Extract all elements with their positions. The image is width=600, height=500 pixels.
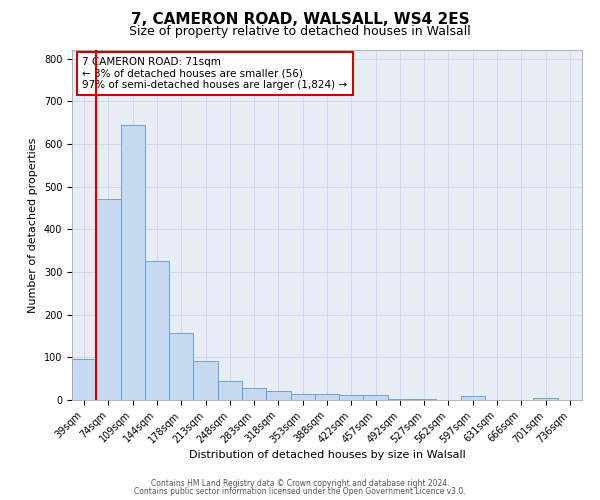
Bar [533,398,558,400]
Bar [290,394,315,400]
Bar [339,395,364,400]
Text: Size of property relative to detached houses in Walsall: Size of property relative to detached ho… [129,25,471,38]
Bar [412,399,436,400]
Text: Contains HM Land Registry data © Crown copyright and database right 2024.: Contains HM Land Registry data © Crown c… [151,478,449,488]
Bar [193,360,218,400]
X-axis label: Distribution of detached houses by size in Walsall: Distribution of detached houses by size … [188,450,466,460]
Bar [72,360,96,400]
Y-axis label: Number of detached properties: Number of detached properties [28,138,38,312]
Bar [364,395,388,400]
Bar [388,399,412,400]
Bar [121,124,145,400]
Bar [169,332,193,400]
Text: 7, CAMERON ROAD, WALSALL, WS4 2ES: 7, CAMERON ROAD, WALSALL, WS4 2ES [131,12,469,28]
Text: 7 CAMERON ROAD: 71sqm
← 3% of detached houses are smaller (56)
97% of semi-detac: 7 CAMERON ROAD: 71sqm ← 3% of detached h… [82,57,347,90]
Bar [461,396,485,400]
Bar [218,381,242,400]
Bar [145,262,169,400]
Bar [96,200,121,400]
Bar [242,388,266,400]
Bar [266,390,290,400]
Bar [315,394,339,400]
Text: Contains public sector information licensed under the Open Government Licence v3: Contains public sector information licen… [134,487,466,496]
